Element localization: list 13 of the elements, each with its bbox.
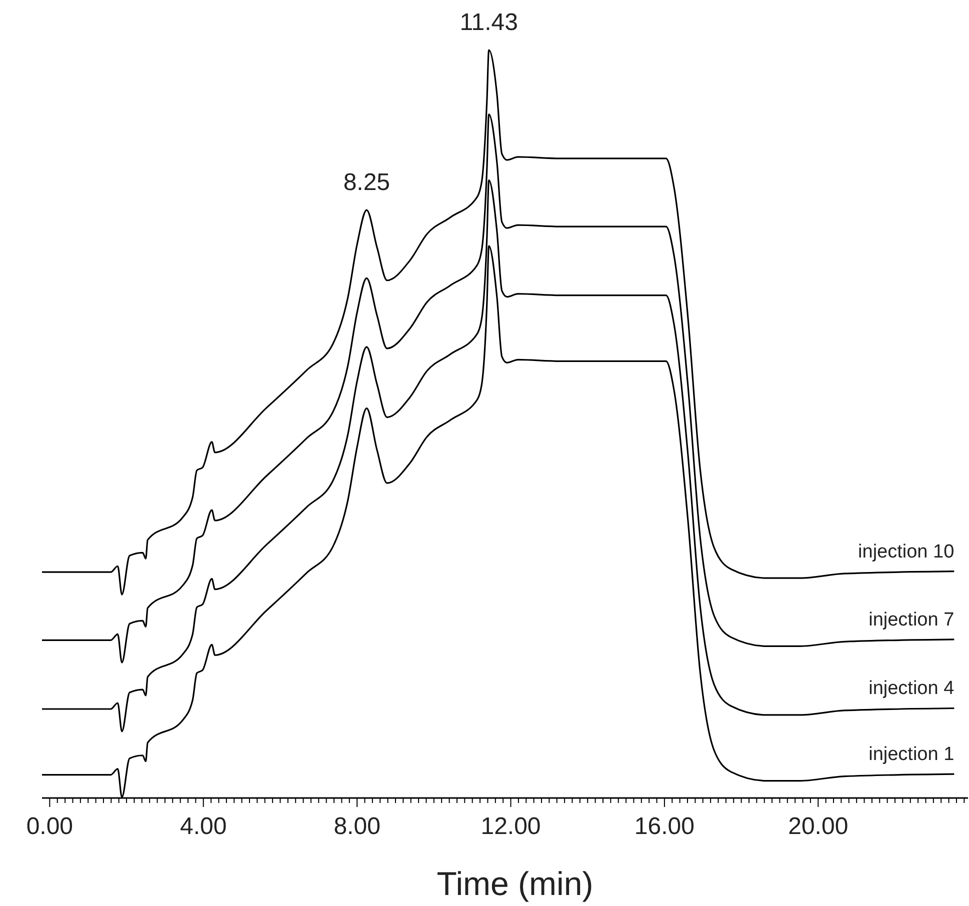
series-label: injection 7 — [868, 609, 954, 630]
x-tick-label: 12.00 — [480, 813, 541, 840]
series-label: injection 4 — [868, 678, 955, 700]
series-label: injection 1 — [868, 744, 954, 766]
x-tick-label: 16.00 — [634, 813, 694, 840]
x-tick-label: 8.00 — [334, 813, 380, 840]
annotation: 11.43 — [460, 9, 518, 36]
x-axis-title: Time (min) — [436, 865, 594, 902]
x-tick-label: 20.00 — [788, 813, 848, 840]
series-label: injection 10 — [858, 541, 954, 562]
x-tick-label: 0.00 — [26, 813, 74, 840]
annotation: 8.25 — [343, 169, 390, 196]
x-tick-label: 4.00 — [180, 813, 227, 840]
